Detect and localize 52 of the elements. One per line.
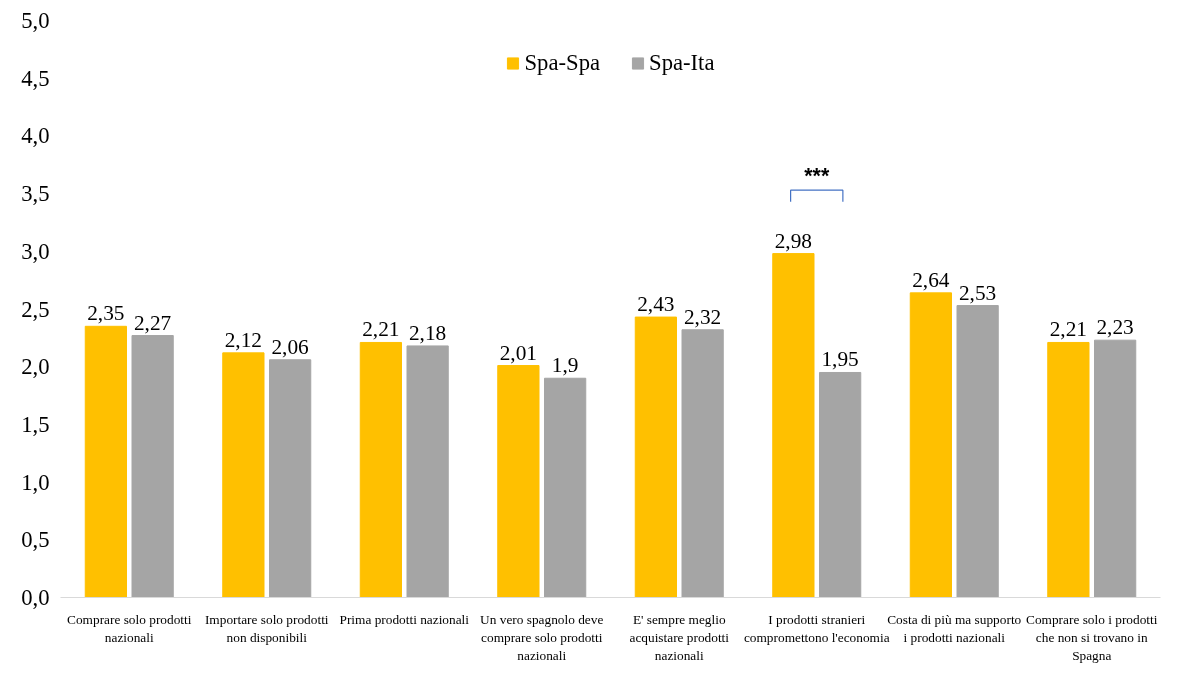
legend-label: Spa-Spa xyxy=(524,50,601,76)
y-tick-label: 4,0 xyxy=(21,123,50,149)
bar xyxy=(772,253,815,598)
bar xyxy=(497,365,540,598)
data-label: 2,27 xyxy=(133,310,172,335)
bar xyxy=(406,345,449,598)
bar xyxy=(131,335,174,598)
data-label: 2,18 xyxy=(408,320,447,345)
bar xyxy=(84,325,127,598)
y-tick-label: 2,5 xyxy=(21,296,50,322)
bar xyxy=(819,371,862,598)
x-tick-label: Un vero spagnolo deve comprare solo prodotti nazionali xyxy=(480,611,604,663)
data-label: 2,32 xyxy=(683,304,722,329)
bar xyxy=(222,352,265,598)
data-label: 2,43 xyxy=(637,292,675,317)
bar xyxy=(681,329,724,598)
data-label: 2,23 xyxy=(1096,315,1134,340)
data-label: 1,95 xyxy=(821,347,859,372)
bar xyxy=(1047,341,1090,598)
x-tick-label: Importare solo prodotti non disponibili xyxy=(204,611,329,645)
bar xyxy=(1094,339,1137,598)
y-tick-label: 3,5 xyxy=(21,181,50,207)
y-tick-label: 5,0 xyxy=(21,8,50,33)
bar xyxy=(269,359,312,598)
bar xyxy=(359,341,402,598)
data-label: 2,64 xyxy=(912,267,950,292)
x-tick-label: E' sempre meglio acquistare prodotti nazionali xyxy=(629,611,730,663)
data-label: 2,06 xyxy=(271,334,310,359)
bar xyxy=(544,377,587,598)
bar xyxy=(634,316,677,598)
data-label: 2,21 xyxy=(1049,317,1088,342)
data-label: 2,35 xyxy=(87,301,125,326)
y-tick-label: 4,5 xyxy=(21,65,50,91)
data-label: 2,21 xyxy=(362,317,400,342)
y-tick-label: 1,0 xyxy=(21,469,50,495)
bar xyxy=(909,292,952,598)
y-tick-label: 3,0 xyxy=(21,238,50,264)
x-tick-label: Comprare solo prodotti nazionali xyxy=(67,611,192,645)
x-tick-label: Comprare solo i prodotti che non si trovano in Spagna xyxy=(1026,611,1158,663)
bar xyxy=(956,305,999,598)
y-tick-label: 1,5 xyxy=(21,411,50,437)
annotation: *** xyxy=(804,163,830,188)
x-tick-label: Prima prodotti nazionali xyxy=(339,611,470,627)
y-tick-label: 0,0 xyxy=(21,585,50,610)
y-tick-label: 0,5 xyxy=(21,527,50,553)
y-tick-label: 2,0 xyxy=(21,354,50,380)
data-label: 2,98 xyxy=(774,228,813,253)
data-label: 1,9 xyxy=(551,353,579,378)
data-label: 2,53 xyxy=(958,280,997,305)
data-label: 2,01 xyxy=(499,340,538,365)
legend-label: Spa-Ita xyxy=(649,50,715,76)
data-label: 2,12 xyxy=(224,327,263,352)
